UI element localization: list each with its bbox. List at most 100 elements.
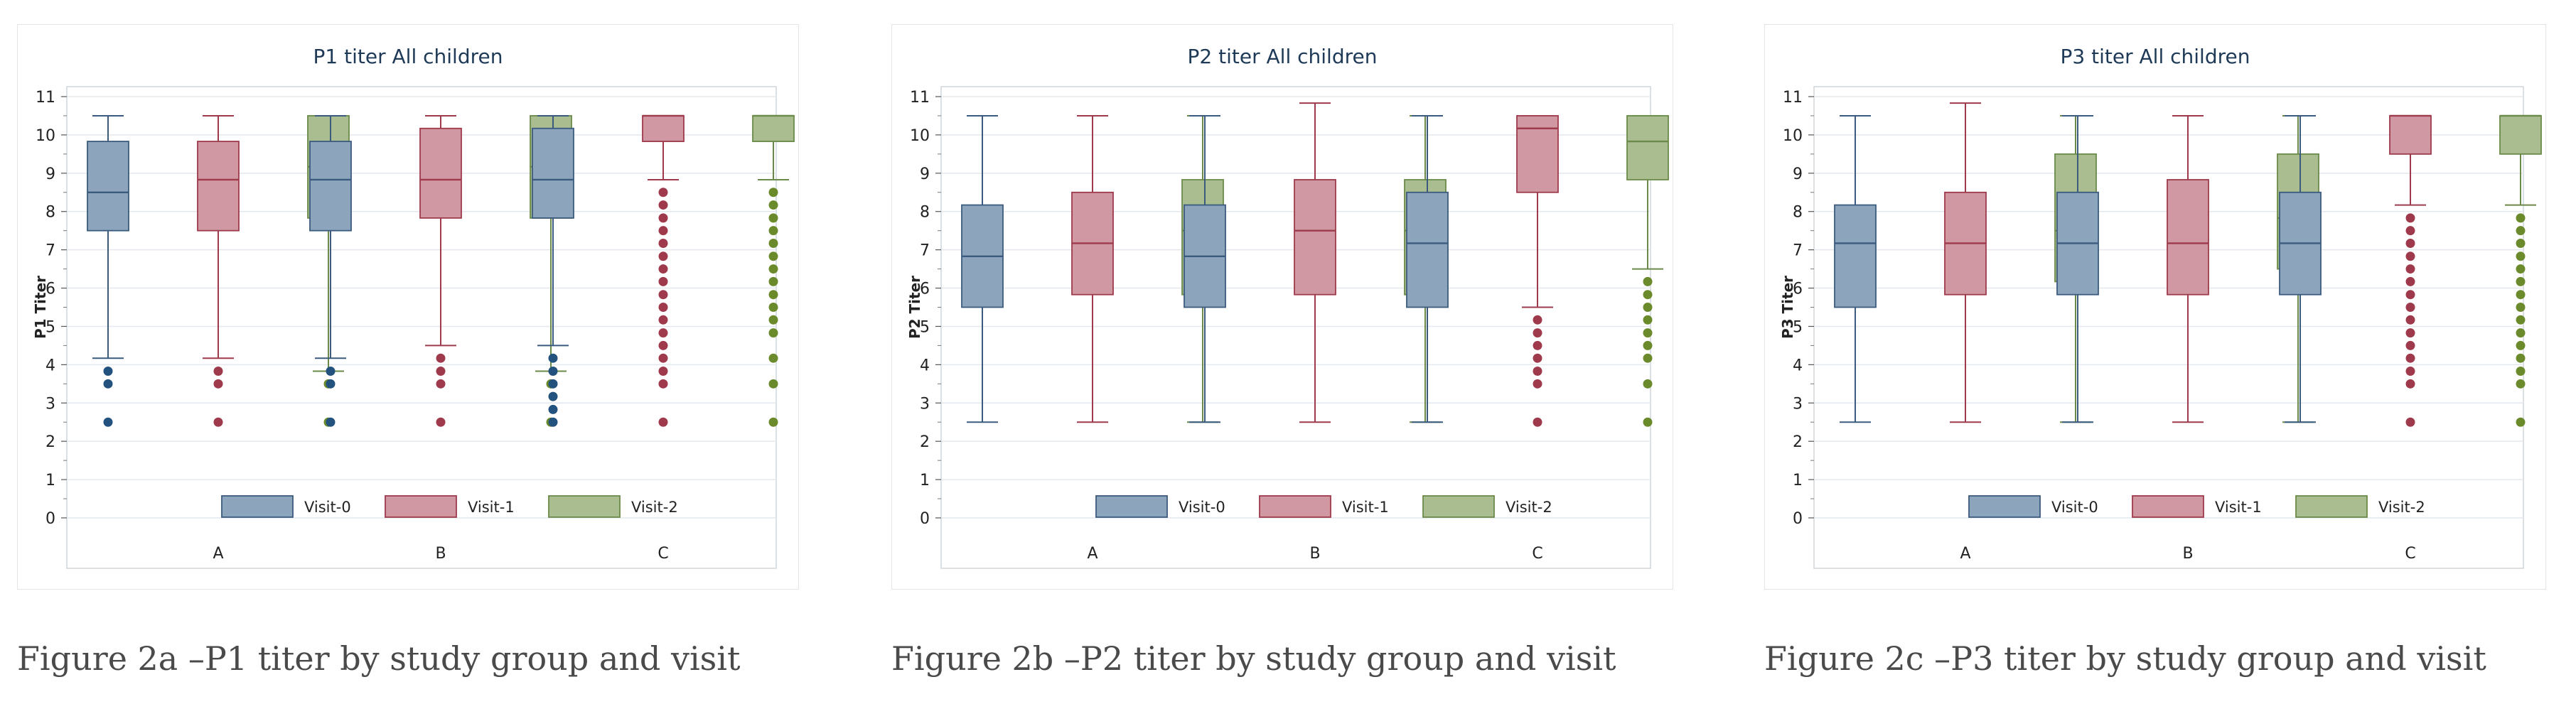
chart-title: P1 titer All children: [313, 45, 503, 68]
outlier-point: [658, 417, 668, 427]
box-iqr: [642, 115, 685, 142]
outlier-point: [658, 367, 668, 377]
legend-swatch: [385, 495, 457, 518]
outlier-point: [548, 367, 558, 377]
outlier-point: [658, 379, 668, 389]
y-tick-label: 10: [1783, 127, 1803, 145]
outlier-point: [548, 391, 558, 401]
box-iqr: [1516, 115, 1559, 193]
box-iqr: [1294, 179, 1336, 296]
box-iqr: [1406, 191, 1449, 308]
y-tick-label: 0: [45, 510, 55, 528]
outlier-point: [1643, 340, 1653, 350]
outlier-point: [1643, 276, 1653, 286]
outlier-point: [768, 276, 778, 286]
x-category-label: A: [1960, 545, 1970, 563]
outlier-point: [2405, 213, 2415, 223]
outlier-point: [2516, 367, 2526, 377]
legend-swatch: [1968, 495, 2041, 518]
legend-swatch: [221, 495, 294, 518]
outlier-point: [2405, 251, 2415, 261]
y-tick-label: 6: [45, 281, 55, 298]
outlier-point: [658, 340, 668, 350]
outlier-point: [2405, 367, 2415, 377]
outlier-point: [768, 353, 778, 363]
y-tick-label: 0: [920, 510, 930, 528]
outlier-point: [1643, 417, 1653, 427]
outlier-point: [213, 417, 223, 427]
y-tick-label: 8: [1793, 204, 1803, 222]
outlier-point: [2516, 315, 2526, 325]
y-tick-label: 7: [920, 242, 930, 260]
x-category-label: C: [658, 545, 668, 563]
outlier-point: [1643, 353, 1653, 363]
y-tick-label: 2: [920, 433, 930, 451]
outlier-point: [768, 251, 778, 261]
outlier-point: [213, 367, 223, 377]
chart-title: P2 titer All children: [1188, 45, 1378, 68]
box-iqr: [752, 115, 795, 142]
outlier-point: [326, 417, 336, 427]
outlier-point: [658, 264, 668, 274]
y-tick-label: 6: [920, 281, 930, 298]
outlier-point: [2516, 264, 2526, 274]
box-iqr: [2499, 115, 2542, 155]
outlier-point: [2405, 226, 2415, 236]
outlier-point: [2405, 340, 2415, 350]
outlier-point: [768, 328, 778, 338]
figure-caption-2b: Figure 2b –P2 titer by study group and v…: [891, 639, 1616, 678]
outlier-point: [768, 290, 778, 300]
outlier-point: [2516, 328, 2526, 338]
legend-label: Visit-0: [304, 499, 351, 516]
boxplot-chart-p1: P1 titer All children 0 1 2 3 4 5 6 7 8 9 10 11 P1 Ti…: [17, 24, 799, 590]
outlier-point: [1533, 328, 1542, 338]
y-tick-label: 0: [1793, 510, 1803, 528]
outlier-point: [436, 367, 446, 377]
legend-swatch: [1095, 495, 1168, 518]
outlier-point: [2405, 276, 2415, 286]
legend-swatch: [2295, 495, 2368, 518]
legend-label: Visit-2: [2378, 499, 2425, 516]
y-axis-label: P3 Titer: [1779, 276, 1796, 339]
outlier-point: [2405, 353, 2415, 363]
outlier-point: [2516, 379, 2526, 389]
plot-area: [1813, 86, 2524, 569]
outlier-point: [768, 303, 778, 312]
y-tick-label: 5: [920, 318, 930, 336]
outlier-point: [548, 379, 558, 389]
outlier-point: [548, 417, 558, 427]
outlier-point: [658, 303, 668, 312]
x-category-label: B: [2182, 545, 2193, 563]
outlier-point: [768, 264, 778, 274]
y-tick-label: 6: [1793, 281, 1803, 298]
box-iqr: [309, 141, 352, 232]
figure-caption-2c: Figure 2c –P3 titer by study group and v…: [1764, 639, 2486, 678]
y-tick-label: 10: [910, 127, 930, 145]
legend-label: Visit-2: [1506, 499, 1552, 516]
outlier-point: [768, 417, 778, 427]
legend-swatch: [2132, 495, 2204, 518]
box-iqr: [532, 127, 574, 219]
x-category-label: A: [1087, 545, 1098, 563]
chart-panel-p1: P1 titer All children 0 1 2 3 4 5 6 7 8 9 10 11 P1 Ti…: [17, 24, 799, 590]
outlier-point: [2516, 226, 2526, 236]
legend-label: Visit-1: [1342, 499, 1389, 516]
outlier-point: [658, 251, 668, 261]
outlier-point: [658, 353, 668, 363]
outlier-point: [548, 353, 558, 363]
outlier-point: [658, 238, 668, 248]
outlier-point: [103, 379, 113, 389]
outlier-point: [2516, 238, 2526, 248]
y-tick-label: 1: [1793, 472, 1803, 489]
outlier-point: [2516, 353, 2526, 363]
y-tick-label: 5: [45, 318, 55, 336]
outlier-point: [768, 188, 778, 197]
y-axis-label: P2 Titer: [906, 276, 923, 339]
box-iqr: [87, 141, 129, 232]
outlier-point: [2516, 340, 2526, 350]
x-category-label: C: [2405, 545, 2415, 563]
outlier-point: [2516, 276, 2526, 286]
outlier-point: [2405, 328, 2415, 338]
y-tick-label: 3: [1793, 395, 1803, 413]
y-tick-label: 4: [45, 357, 55, 374]
